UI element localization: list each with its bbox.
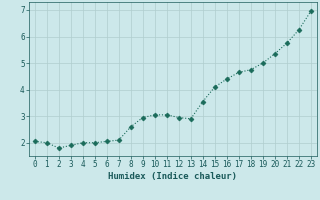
X-axis label: Humidex (Indice chaleur): Humidex (Indice chaleur)	[108, 172, 237, 181]
